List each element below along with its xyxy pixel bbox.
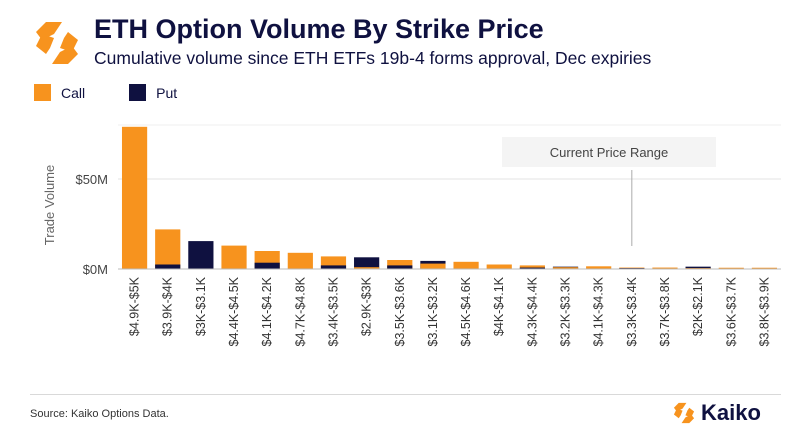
- x-tick-label: $4.3K-$4.4K: [525, 276, 539, 346]
- legend-label-call: Call: [61, 84, 86, 101]
- legend-label-put: Put: [156, 84, 178, 101]
- bar-call: [486, 264, 512, 269]
- x-tick-label: $3K-$3.1K: [194, 276, 208, 336]
- x-tick-label: $4.5K-$4.6K: [459, 276, 473, 346]
- annotation-box: [502, 137, 716, 167]
- chart-title: ETH Option Volume By Strike Price: [94, 14, 544, 44]
- brand-logo: Kaiko: [672, 400, 761, 426]
- kaiko-logo-icon: [36, 22, 78, 64]
- x-tick-label: $2K-$2.1K: [691, 276, 705, 336]
- bar-put: [685, 266, 711, 269]
- x-tick-label: $3.6K-$3.7K: [724, 276, 738, 346]
- x-tick-label: $3.5K-$3.6K: [393, 276, 407, 346]
- bar-call: [287, 252, 313, 269]
- source-note: Source: Kaiko Options Data.: [30, 408, 169, 420]
- bar-call: [420, 263, 446, 269]
- x-tick-label: $4.9K-$5K: [128, 276, 142, 336]
- bar-call: [121, 126, 148, 269]
- brand-name: Kaiko: [701, 400, 761, 425]
- bar-put: [519, 267, 545, 269]
- bar-call: [519, 265, 545, 269]
- x-tick-label: $3.9K-$4K: [161, 276, 175, 336]
- kaiko-footer-logo-icon: [673, 402, 695, 424]
- legend-swatch-call: [34, 84, 51, 101]
- bar-put: [387, 265, 413, 269]
- bar-put: [254, 262, 280, 269]
- x-tick-label: $4.4K-$4.5K: [227, 276, 241, 346]
- bar-call: [221, 245, 247, 269]
- x-tick-label: $4.7K-$4.8K: [293, 276, 307, 346]
- x-tick-label: $3.8K-$3.9K: [757, 276, 771, 346]
- bar-call: [586, 266, 612, 269]
- legend-swatch-put: [129, 84, 147, 101]
- chart-legend: Call Put: [34, 84, 221, 101]
- x-tick-label: $3.1K-$3.2K: [426, 276, 440, 346]
- chart-subtitle: Cumulative volume since ETH ETFs 19b-4 f…: [94, 48, 652, 68]
- x-tick-label: $4K-$4.1K: [492, 276, 506, 336]
- x-tick-label: $3.7K-$3.8K: [658, 276, 672, 346]
- bar-call: [652, 267, 678, 269]
- annotation-label: Current Price Range: [550, 145, 669, 160]
- bar-call: [453, 261, 479, 269]
- y-tick-label: $0M: [83, 262, 108, 277]
- bar-call: [354, 267, 380, 269]
- x-tick-label: $3.2K-$3.3K: [559, 276, 573, 346]
- bar-call: [387, 260, 413, 269]
- bar-put: [188, 241, 214, 269]
- y-axis-label: Trade Volume: [42, 165, 57, 245]
- bar-put: [155, 264, 181, 269]
- bar-call: [751, 267, 778, 269]
- x-tick-label: $2.9K-$3K: [360, 276, 374, 336]
- bar-call: [718, 267, 744, 269]
- x-tick-label: $4.1K-$4.2K: [260, 276, 274, 346]
- x-tick-label: $3.3K-$3.4K: [625, 276, 639, 346]
- bar-put: [354, 257, 380, 269]
- legend-item-call: Call: [34, 84, 85, 101]
- x-tick-label: $4.1K-$4.3K: [592, 276, 606, 346]
- footer-divider: [30, 394, 781, 395]
- x-tick-label: $3.4K-$3.5K: [326, 276, 340, 346]
- bar-call: [552, 267, 579, 269]
- y-tick-label: $50M: [75, 172, 108, 187]
- bar-call: [155, 229, 181, 269]
- bar-put: [320, 265, 347, 269]
- legend-item-put: Put: [129, 84, 177, 101]
